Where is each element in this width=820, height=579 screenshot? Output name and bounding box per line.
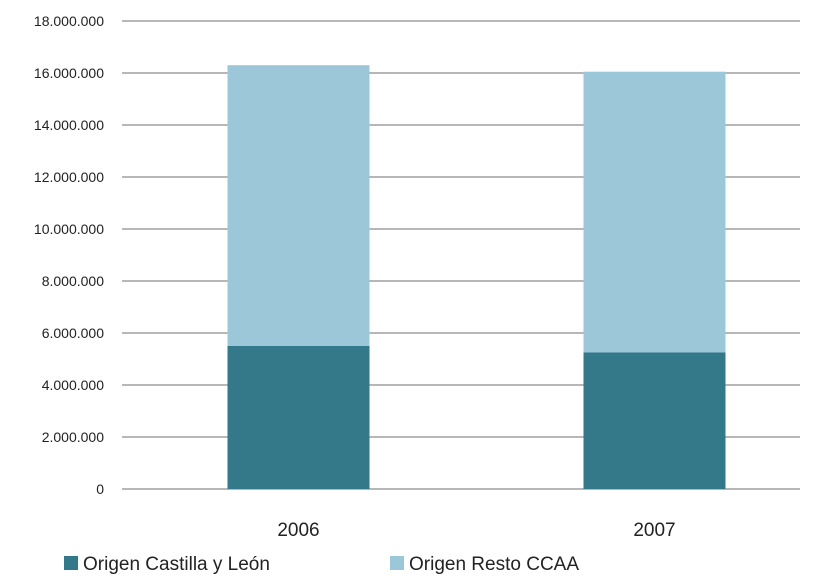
y-tick-label: 4.000.000 bbox=[42, 377, 104, 393]
bar-segment-2007-series-1 bbox=[583, 352, 726, 489]
y-tick-label: 14.000.000 bbox=[34, 117, 104, 133]
y-tick-label: 0 bbox=[96, 481, 104, 497]
y-tick-label: 2.000.000 bbox=[42, 429, 104, 445]
x-category-label: 2006 bbox=[277, 520, 319, 541]
x-axis-category-labels: 2006 2007 bbox=[277, 520, 675, 541]
bar-segment-2006-series-2 bbox=[227, 65, 370, 346]
x-category-label: 2007 bbox=[633, 520, 675, 541]
legend-swatch bbox=[390, 556, 404, 570]
y-tick-label: 16.000.000 bbox=[34, 65, 104, 81]
bar-segment-2006-series-1 bbox=[227, 346, 370, 489]
y-tick-label: 12.000.000 bbox=[34, 169, 104, 185]
legend-swatch bbox=[64, 556, 78, 570]
y-tick-label: 18.000.000 bbox=[34, 13, 104, 29]
y-tick-label: 10.000.000 bbox=[34, 221, 104, 237]
y-tick-label: 6.000.000 bbox=[42, 325, 104, 341]
bars bbox=[227, 65, 726, 489]
legend: Origen Castilla y León Origen Resto CCAA bbox=[64, 554, 579, 575]
legend-label: Origen Castilla y León bbox=[83, 554, 270, 575]
y-axis-tick-labels: 0 2.000.000 4.000.000 6.000.000 8.000.000 10.… bbox=[34, 13, 104, 497]
y-tick-label: 8.000.000 bbox=[42, 273, 104, 289]
bar-segment-2007-series-2 bbox=[583, 71, 726, 353]
legend-label: Origen Resto CCAA bbox=[409, 554, 579, 575]
